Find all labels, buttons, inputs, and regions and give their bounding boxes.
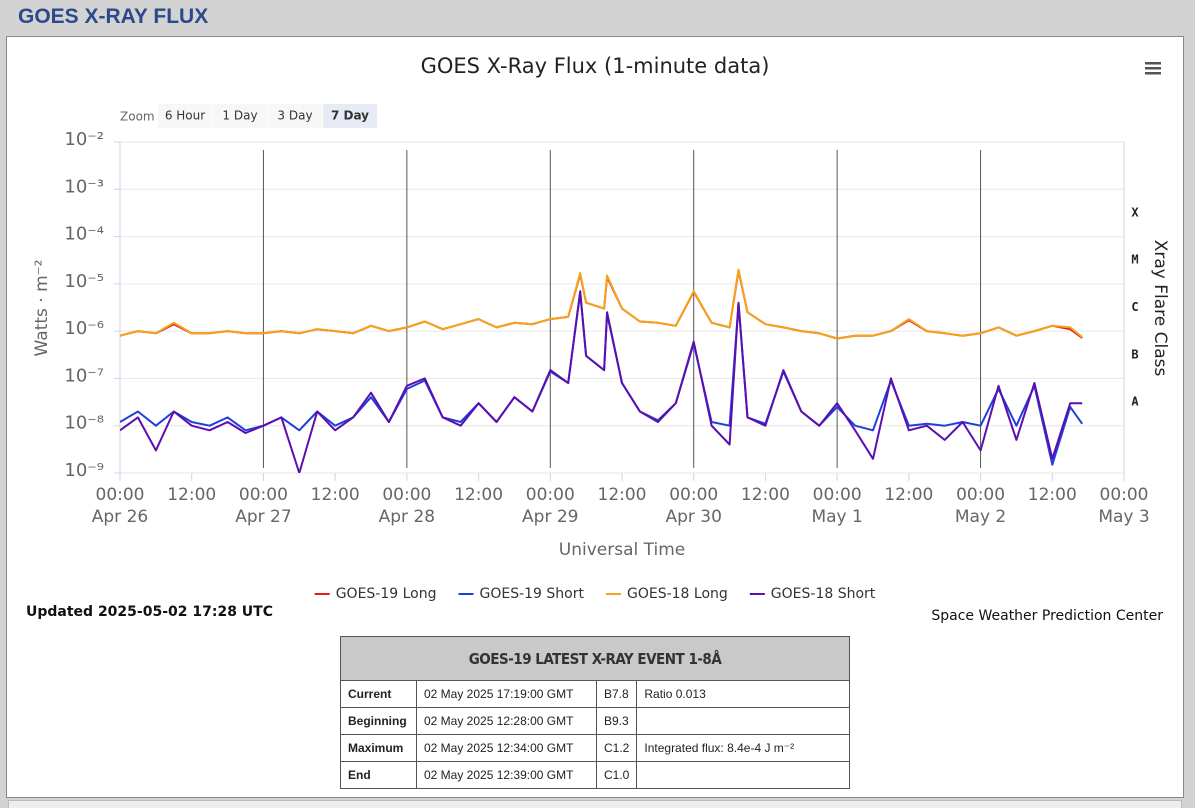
legend-item[interactable]: GOES-18 Long xyxy=(606,586,728,602)
x-tick-date: May 3 xyxy=(1098,507,1149,527)
table-cell: 02 May 2025 17:19:00 GMT xyxy=(416,680,597,708)
table-row: Maximum 02 May 2025 12:34:00 GMT C1.2 Integ… xyxy=(340,734,850,762)
page-header: GOES X-RAY FLUX xyxy=(18,5,209,28)
x-tick-date: Apr 29 xyxy=(522,507,578,527)
zoom-button[interactable]: 1 Day xyxy=(213,104,267,128)
zoom-label: Zoom xyxy=(120,110,155,124)
plot-lines xyxy=(120,268,1084,473)
series-line xyxy=(120,290,1083,473)
x-tick-label: 00:00 xyxy=(526,485,575,505)
table-cell: Integrated flux: 8.4e-4 J m⁻² xyxy=(636,734,850,762)
y-tick-label: 10⁻⁹ xyxy=(64,460,104,481)
x-axis-title: Universal Time xyxy=(559,540,685,560)
table-cell: Maximum xyxy=(340,734,417,762)
legend-item[interactable]: GOES-18 Short xyxy=(749,586,876,602)
x-tick-date: Apr 28 xyxy=(379,507,435,527)
legend-label: GOES-18 Long xyxy=(627,586,728,602)
zoom-button[interactable]: 6 Hour xyxy=(158,104,212,128)
y2-tick-label: B xyxy=(1131,347,1138,361)
table-cell: Current xyxy=(340,680,417,708)
x-tick-date: Apr 30 xyxy=(665,507,721,527)
y2-axis-title: Xray Flare Class xyxy=(1150,240,1170,377)
zoom-button-label: 3 Day xyxy=(277,109,312,123)
y-tick-label: 10⁻⁴ xyxy=(64,224,104,245)
event-table: GOES-19 LATEST X-RAY EVENT 1-8Å Current 0… xyxy=(340,636,850,789)
y2-tick-label: A xyxy=(1131,395,1139,409)
x-tick-label: 00:00 xyxy=(813,485,862,505)
table-cell: 02 May 2025 12:28:00 GMT xyxy=(416,707,597,735)
updated-time: Updated 2025-05-02 17:28 UTC xyxy=(26,604,273,620)
x-tick-label: 12:00 xyxy=(311,485,360,505)
table-cell: 02 May 2025 12:39:00 GMT xyxy=(416,761,597,789)
table-cell: C1.0 xyxy=(595,761,638,789)
x-tick-label: 00:00 xyxy=(956,485,1005,505)
legend-label: GOES-18 Short xyxy=(771,586,876,602)
table-cell: End xyxy=(340,761,417,789)
x-tick-label: 00:00 xyxy=(382,485,431,505)
y-axis-title: Watts · m⁻² xyxy=(32,260,52,357)
table-title: GOES-19 LATEST X-RAY EVENT 1-8Å xyxy=(340,636,850,681)
y-tick-label: 10⁻⁵ xyxy=(64,271,104,292)
y-tick-label: 10⁻⁶ xyxy=(64,318,104,339)
menu-icon[interactable] xyxy=(1145,62,1161,75)
table-cell: B7.8 xyxy=(595,680,638,708)
y-tick-label: 10⁻² xyxy=(64,129,104,150)
table-cell: C1.2 xyxy=(595,734,638,762)
y-tick-label: 10⁻⁷ xyxy=(64,365,104,386)
zoom-button-label: 1 Day xyxy=(222,109,257,123)
x-tick-label: 12:00 xyxy=(598,485,647,505)
table-row: End 02 May 2025 12:39:00 GMT C1.0 xyxy=(340,761,850,789)
table-cell xyxy=(636,761,850,789)
legend-label: GOES-19 Long xyxy=(336,586,437,602)
table-cell: Ratio 0.013 xyxy=(636,680,850,708)
x-tick-date: Apr 27 xyxy=(235,507,291,527)
x-tick-label: 12:00 xyxy=(167,485,216,505)
legend-item[interactable]: GOES-19 Short xyxy=(458,586,585,602)
zoom-button-bg xyxy=(158,104,212,128)
x-tick-label: 12:00 xyxy=(454,485,503,505)
zoom-button-bg xyxy=(213,104,267,128)
chart-title: GOES X-Ray Flux (1-minute data) xyxy=(421,54,770,78)
legend-label: GOES-19 Short xyxy=(480,586,585,602)
table-cell: Beginning xyxy=(340,707,417,735)
x-tick-label: 00:00 xyxy=(669,485,718,505)
x-tick-label: 00:00 xyxy=(1100,485,1149,505)
x-tick-label: 00:00 xyxy=(96,485,145,505)
y2-tick-label: X xyxy=(1131,205,1139,219)
table-cell: 02 May 2025 12:34:00 GMT xyxy=(416,734,597,762)
x-tick-label: 00:00 xyxy=(239,485,288,505)
x-tick-label: 12:00 xyxy=(1028,485,1077,505)
y-tick-label: 10⁻³ xyxy=(64,176,104,197)
x-tick-date: Apr 26 xyxy=(92,507,148,527)
zoom-button[interactable]: 3 Day xyxy=(268,104,322,128)
x-tick-date: May 2 xyxy=(955,507,1006,527)
series-line xyxy=(120,268,1083,340)
y-tick-label: 10⁻⁸ xyxy=(64,413,104,434)
legend-item[interactable]: GOES-19 Long xyxy=(314,586,437,602)
zoom-button-label: 7 Day xyxy=(331,109,369,123)
zoom-button-label: 6 Hour xyxy=(165,109,205,123)
zoom-button[interactable]: 7 Day xyxy=(323,104,377,128)
table-cell xyxy=(636,707,850,735)
table-cell: B9.3 xyxy=(595,707,638,735)
x-tick-date: May 1 xyxy=(811,507,862,527)
table-row: Current 02 May 2025 17:19:00 GMT B7.8 Ratio… xyxy=(340,680,850,708)
y2-tick-label: C xyxy=(1131,300,1138,314)
x-tick-label: 12:00 xyxy=(884,485,933,505)
table-row: Beginning 02 May 2025 12:28:00 GMT B9.3 xyxy=(340,707,850,735)
zoom-button-bg xyxy=(323,104,377,128)
zoom-button-bg xyxy=(268,104,322,128)
y2-tick-label: M xyxy=(1131,253,1138,267)
footer-strip xyxy=(8,800,1182,808)
credit: Space Weather Prediction Center xyxy=(931,608,1163,624)
x-tick-label: 12:00 xyxy=(741,485,790,505)
